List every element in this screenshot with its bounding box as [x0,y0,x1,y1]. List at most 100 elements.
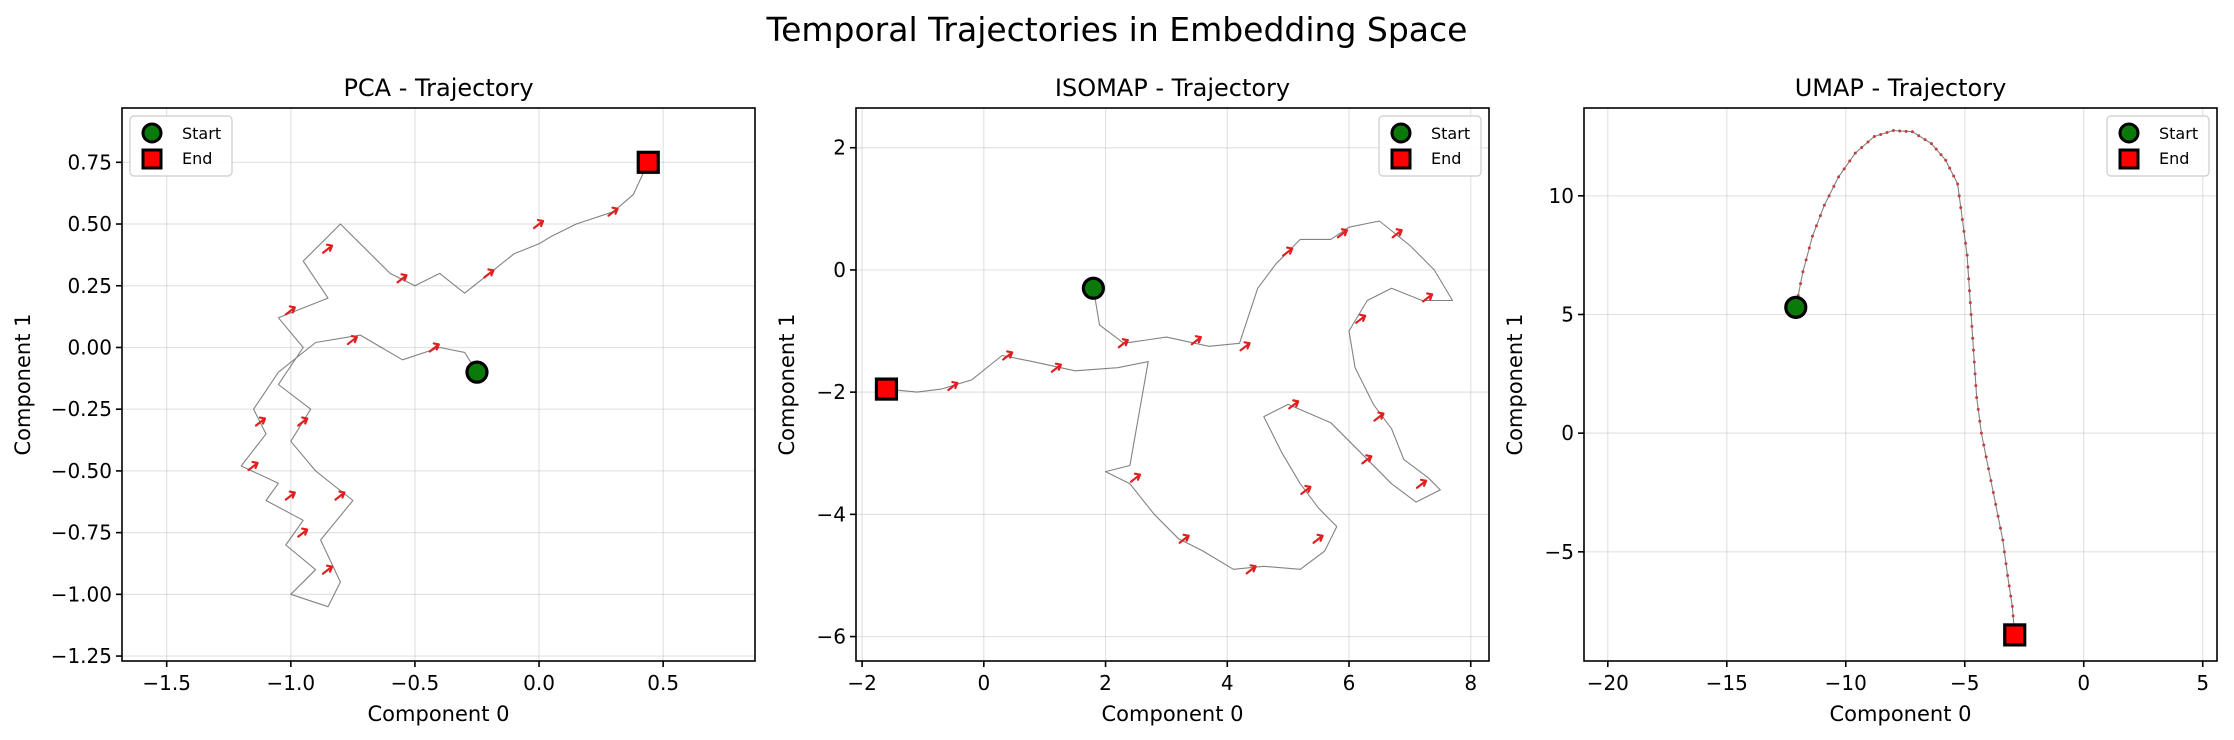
trajectory-step-marker [1957,194,1961,198]
direction-arrow [1282,246,1294,257]
x-tick-label: 5 [2196,671,2209,695]
axes-frame [855,107,1490,662]
y-axis-label: Component 1 [11,314,35,456]
start-marker [465,360,489,384]
legend-start-marker [141,122,163,144]
trajectory-step-marker [1962,229,1966,233]
start-marker [1081,276,1105,300]
direction-arrow [947,380,959,392]
trajectory-step-marker [2009,594,2013,598]
direction-arrow [1312,533,1324,544]
x-tick-label: −10 [1825,671,1867,695]
subplot-title: ISOMAP - Trajectory [1055,74,1290,102]
trajectory-step-marker [1807,246,1811,250]
y-axis-label: Component 1 [1503,314,1527,456]
trajectory-step-marker [1996,514,2000,518]
trajectory-step-marker [1978,419,1982,423]
legend: Start End [129,115,233,177]
direction-arrow [396,273,408,284]
direction-arrow [1050,362,1062,373]
trajectory-step-marker [2001,538,2005,542]
trajectory-step-marker [1984,455,1988,459]
subplots-area: −1.5 −1.0 −0.5 0.0 0.5 −1.25 −1.00 −0.75 −0.50 −0… [11,74,2218,726]
x-tick-label: 6 [1343,671,1356,695]
y-tick-label: −0.25 [51,397,112,421]
trajectory-step-marker [2010,604,2014,608]
direction-arrow [1373,411,1385,422]
direction-arrow [607,206,619,217]
trajectory-step-marker [1972,360,1976,364]
trajectory-line [886,220,1454,570]
end-marker [874,377,899,401]
trajectory-step-marker [1837,175,1841,179]
legend-end-label: End [2159,149,2189,168]
start-marker [1784,295,1808,319]
direction-arrow [247,460,259,472]
x-tick-label: 0 [2077,671,2090,695]
trajectory-step-marker [1929,142,1933,146]
x-tick-label: −20 [1587,671,1629,695]
trajectory-step-marker [1971,348,1975,352]
trajectory-step-marker [1799,282,1803,286]
trajectory-step-marker [1904,129,1908,133]
direction-arrow [321,243,334,254]
trajectory-step-marker [1898,129,1902,133]
trajectory-step-marker [1998,526,2002,530]
direction-arrow [297,416,309,427]
y-tick-label: 10 [1549,184,1574,208]
direction-arrow [1361,454,1373,465]
trajectory-step-marker [1848,159,1852,163]
y-tick-label: −1.25 [51,644,112,668]
legend-start-label: Start [1431,124,1470,143]
end-marker [2003,623,2027,647]
trajectory-step-marker [2011,614,2015,618]
y-tick-label: −4 [817,502,846,526]
direction-arrow [428,342,440,353]
trajectory-step-marker [1967,277,1971,281]
x-tick-label: 0 [977,671,990,695]
direction-arrow [1336,228,1349,239]
legend: Start End [1378,115,1482,177]
y-tick-label: −5 [1545,540,1574,564]
legend: Start End [2106,115,2210,177]
y-tick-label: −1.00 [51,582,112,606]
trajectory-step-marker [1944,158,1948,162]
direction-arrow [1300,484,1312,496]
trajectory-step-marker [1804,258,1808,262]
y-tick-label: 0 [833,258,846,282]
x-tick-label: −15 [1706,671,1748,695]
legend-start-label: Start [2159,124,2198,143]
trajectory-step-marker [1923,138,1927,142]
y-axis-label: Component 1 [775,314,799,456]
trajectory-step-marker [1956,182,1960,186]
trajectory-step-marker [1801,270,1805,274]
y-tick-label: 0.25 [67,274,112,298]
trajectory-step-marker [1994,502,1998,506]
trajectory-line [1795,129,2016,635]
x-tick-label: 4 [1221,671,1234,695]
direction-arrow [532,218,545,230]
y-tick-label: −2 [817,380,846,404]
trajectory-step-marker [2007,584,2011,588]
direction-arrow [334,490,346,501]
x-tick-label: −2 [847,671,876,695]
y-tick-label: 5 [1561,302,1574,326]
subplot-title: UMAP - Trajectory [1795,74,2007,102]
trajectory-step-marker [1974,384,1978,388]
legend-start-label: Start [182,124,221,143]
direction-arrow [1239,341,1251,352]
trajectory-step-marker [1973,372,1977,376]
legend-start-marker [2118,122,2140,144]
trajectory-step-marker [1860,146,1864,150]
trajectory-step-marker [2006,574,2010,578]
legend-end-marker [2118,148,2140,170]
direction-arrow [321,564,334,575]
trajectory-step-marker [1853,151,1857,155]
y-tick-label: 0.50 [67,212,112,236]
direction-arrow [1422,292,1434,303]
trajectory-step-marker [1975,396,1979,400]
trajectory-step-marker [1966,265,1970,269]
trajectory-step-marker [1968,301,1972,305]
trajectory-step-marker [1866,140,1870,144]
